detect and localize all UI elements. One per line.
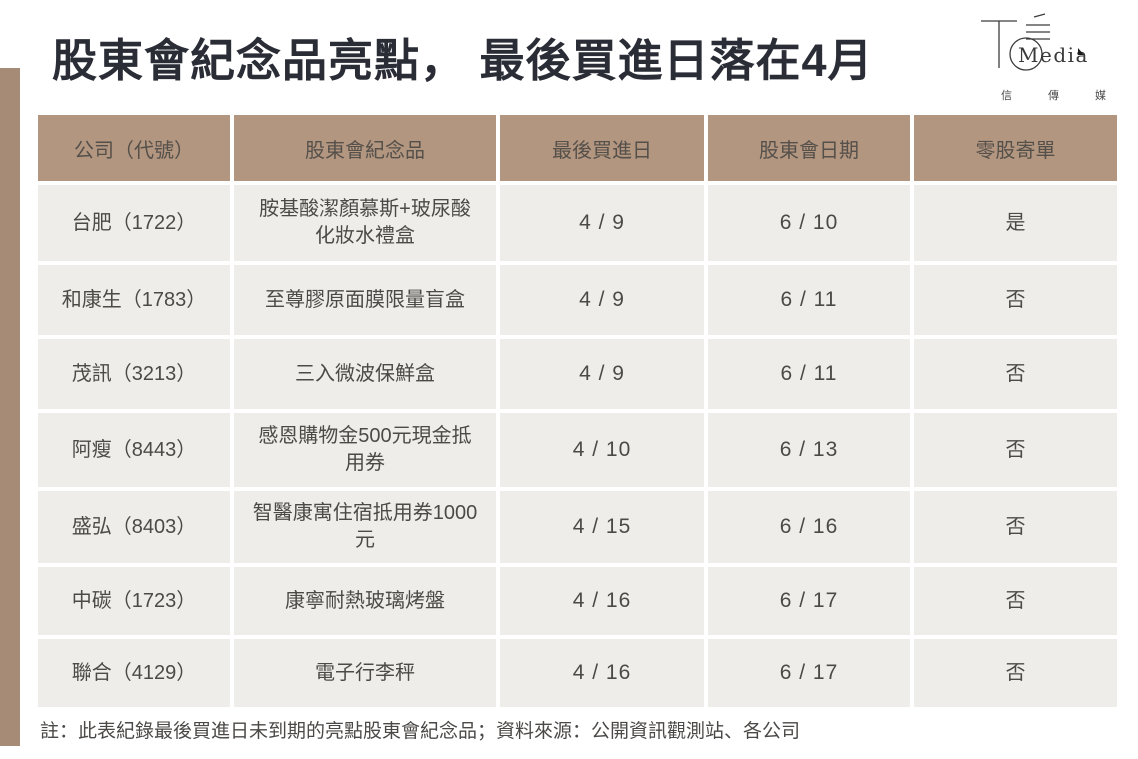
cell-last-buy: 4 / 9	[500, 265, 704, 335]
cell-meeting: 6 / 13	[708, 413, 910, 487]
cell-oddlot: 是	[914, 185, 1117, 261]
page-title: 股東會紀念品亮點， 最後買進日落在4月	[52, 35, 874, 86]
cell-company: 盛弘（8403）	[38, 491, 230, 563]
cmedia-logo-icon: Media	[981, 13, 1089, 71]
cell-meeting: 6 / 11	[708, 339, 910, 409]
cell-last-buy: 4 / 10	[500, 413, 704, 487]
cell-souvenir: 康寧耐熱玻璃烤盤	[234, 567, 496, 635]
cell-oddlot: 否	[914, 639, 1117, 707]
logo-media-text: Media	[1018, 43, 1089, 67]
souvenir-table: 公司（代號） 股東會紀念品 最後買進日 股東會日期 零股寄單 台肥（1722） …	[38, 115, 1117, 707]
cell-company: 茂訊（3213）	[38, 339, 230, 409]
cell-oddlot: 否	[914, 265, 1117, 335]
cell-company: 聯合（4129）	[38, 639, 230, 707]
cell-last-buy: 4 / 9	[500, 185, 704, 261]
cell-company: 阿瘦（8443）	[38, 413, 230, 487]
cell-meeting: 6 / 11	[708, 265, 910, 335]
cell-souvenir: 感恩購物金500元現金抵用券	[234, 413, 496, 487]
cell-meeting: 6 / 17	[708, 639, 910, 707]
column-header-company: 公司（代號）	[38, 115, 230, 181]
cmedia-logo: Media 信傳媒	[974, 10, 1126, 102]
cell-meeting: 6 / 16	[708, 491, 910, 563]
cell-oddlot: 否	[914, 413, 1117, 487]
cell-souvenir: 三入微波保鮮盒	[234, 339, 496, 409]
cell-last-buy: 4 / 15	[500, 491, 704, 563]
cell-oddlot: 否	[914, 567, 1117, 635]
column-header-souvenir: 股東會紀念品	[234, 115, 496, 181]
cell-meeting: 6 / 10	[708, 185, 910, 261]
footnote: 註：此表紀錄最後買進日未到期的亮點股東會紀念品；資料來源：公開資訊觀測站、各公司	[40, 721, 801, 742]
cell-last-buy: 4 / 16	[500, 567, 704, 635]
logo-cjk-text: 信傳媒	[1001, 90, 1138, 102]
cell-last-buy: 4 / 16	[500, 639, 704, 707]
cell-company: 中碳（1723）	[38, 567, 230, 635]
cell-souvenir: 智醫康寓住宿抵用券1000元	[234, 491, 496, 563]
cell-last-buy: 4 / 9	[500, 339, 704, 409]
cell-oddlot: 否	[914, 339, 1117, 409]
cell-company: 和康生（1783）	[38, 265, 230, 335]
cell-souvenir: 電子行李秤	[234, 639, 496, 707]
cell-meeting: 6 / 17	[708, 567, 910, 635]
cell-souvenir: 至尊膠原面膜限量盲盒	[234, 265, 496, 335]
cell-company: 台肥（1722）	[38, 185, 230, 261]
column-header-last-buy: 最後買進日	[500, 115, 704, 181]
left-accent-bar	[0, 68, 20, 746]
column-header-oddlot: 零股寄單	[914, 115, 1117, 181]
cell-souvenir: 胺基酸潔顏慕斯+玻尿酸化妝水禮盒	[234, 185, 496, 261]
cell-oddlot: 否	[914, 491, 1117, 563]
column-header-meeting: 股東會日期	[708, 115, 910, 181]
